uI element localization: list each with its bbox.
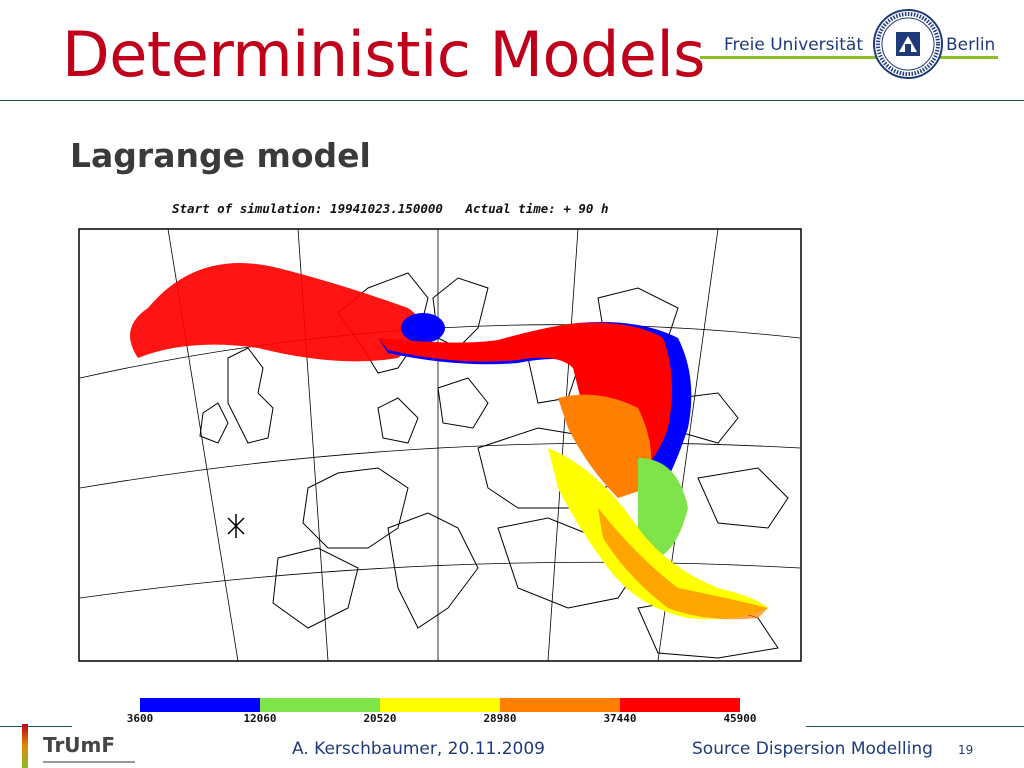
dispersion-map [78, 228, 802, 662]
colorbar-segment [380, 698, 500, 712]
university-logo-text-right: Berlin [946, 35, 996, 55]
header-divider [0, 100, 1024, 101]
colorbar-tick: 45900 [723, 712, 757, 725]
trumf-logo: TrUmF [43, 733, 116, 757]
footer-divider-right [806, 726, 1024, 727]
university-logo-text-left: Freie Universität [724, 35, 863, 55]
footer-course-title: Source Dispersion Modelling [692, 739, 933, 759]
colorbar-segment [500, 698, 620, 712]
university-seal-icon [873, 9, 943, 79]
footer-divider-left [0, 726, 72, 727]
footer-color-stripe [22, 724, 28, 768]
footer-author-date: A. Kerschbaumer, 20.11.2009 [292, 739, 545, 759]
source-marker-icon [227, 514, 245, 538]
colorbar-tick: 3600 [126, 712, 154, 725]
simulation-label: Start of simulation: 19941023.150000 Act… [172, 201, 609, 216]
colorbar-segment [620, 698, 740, 712]
colorbar-tick: 28980 [483, 712, 517, 725]
pollutant-plume [130, 263, 768, 620]
trumf-logo-underline [43, 761, 135, 763]
slide-title: Deterministic Models [62, 18, 705, 91]
colorbar-tick: 20520 [363, 712, 397, 725]
colorbar-segment [140, 698, 260, 712]
colorbar-segment [260, 698, 380, 712]
page-number: 19 [958, 743, 974, 757]
logo-green-line [700, 56, 998, 59]
colorbar-tick: 37440 [603, 712, 637, 725]
slide-subtitle: Lagrange model [70, 136, 371, 175]
colorbar-tick: 12060 [243, 712, 277, 725]
